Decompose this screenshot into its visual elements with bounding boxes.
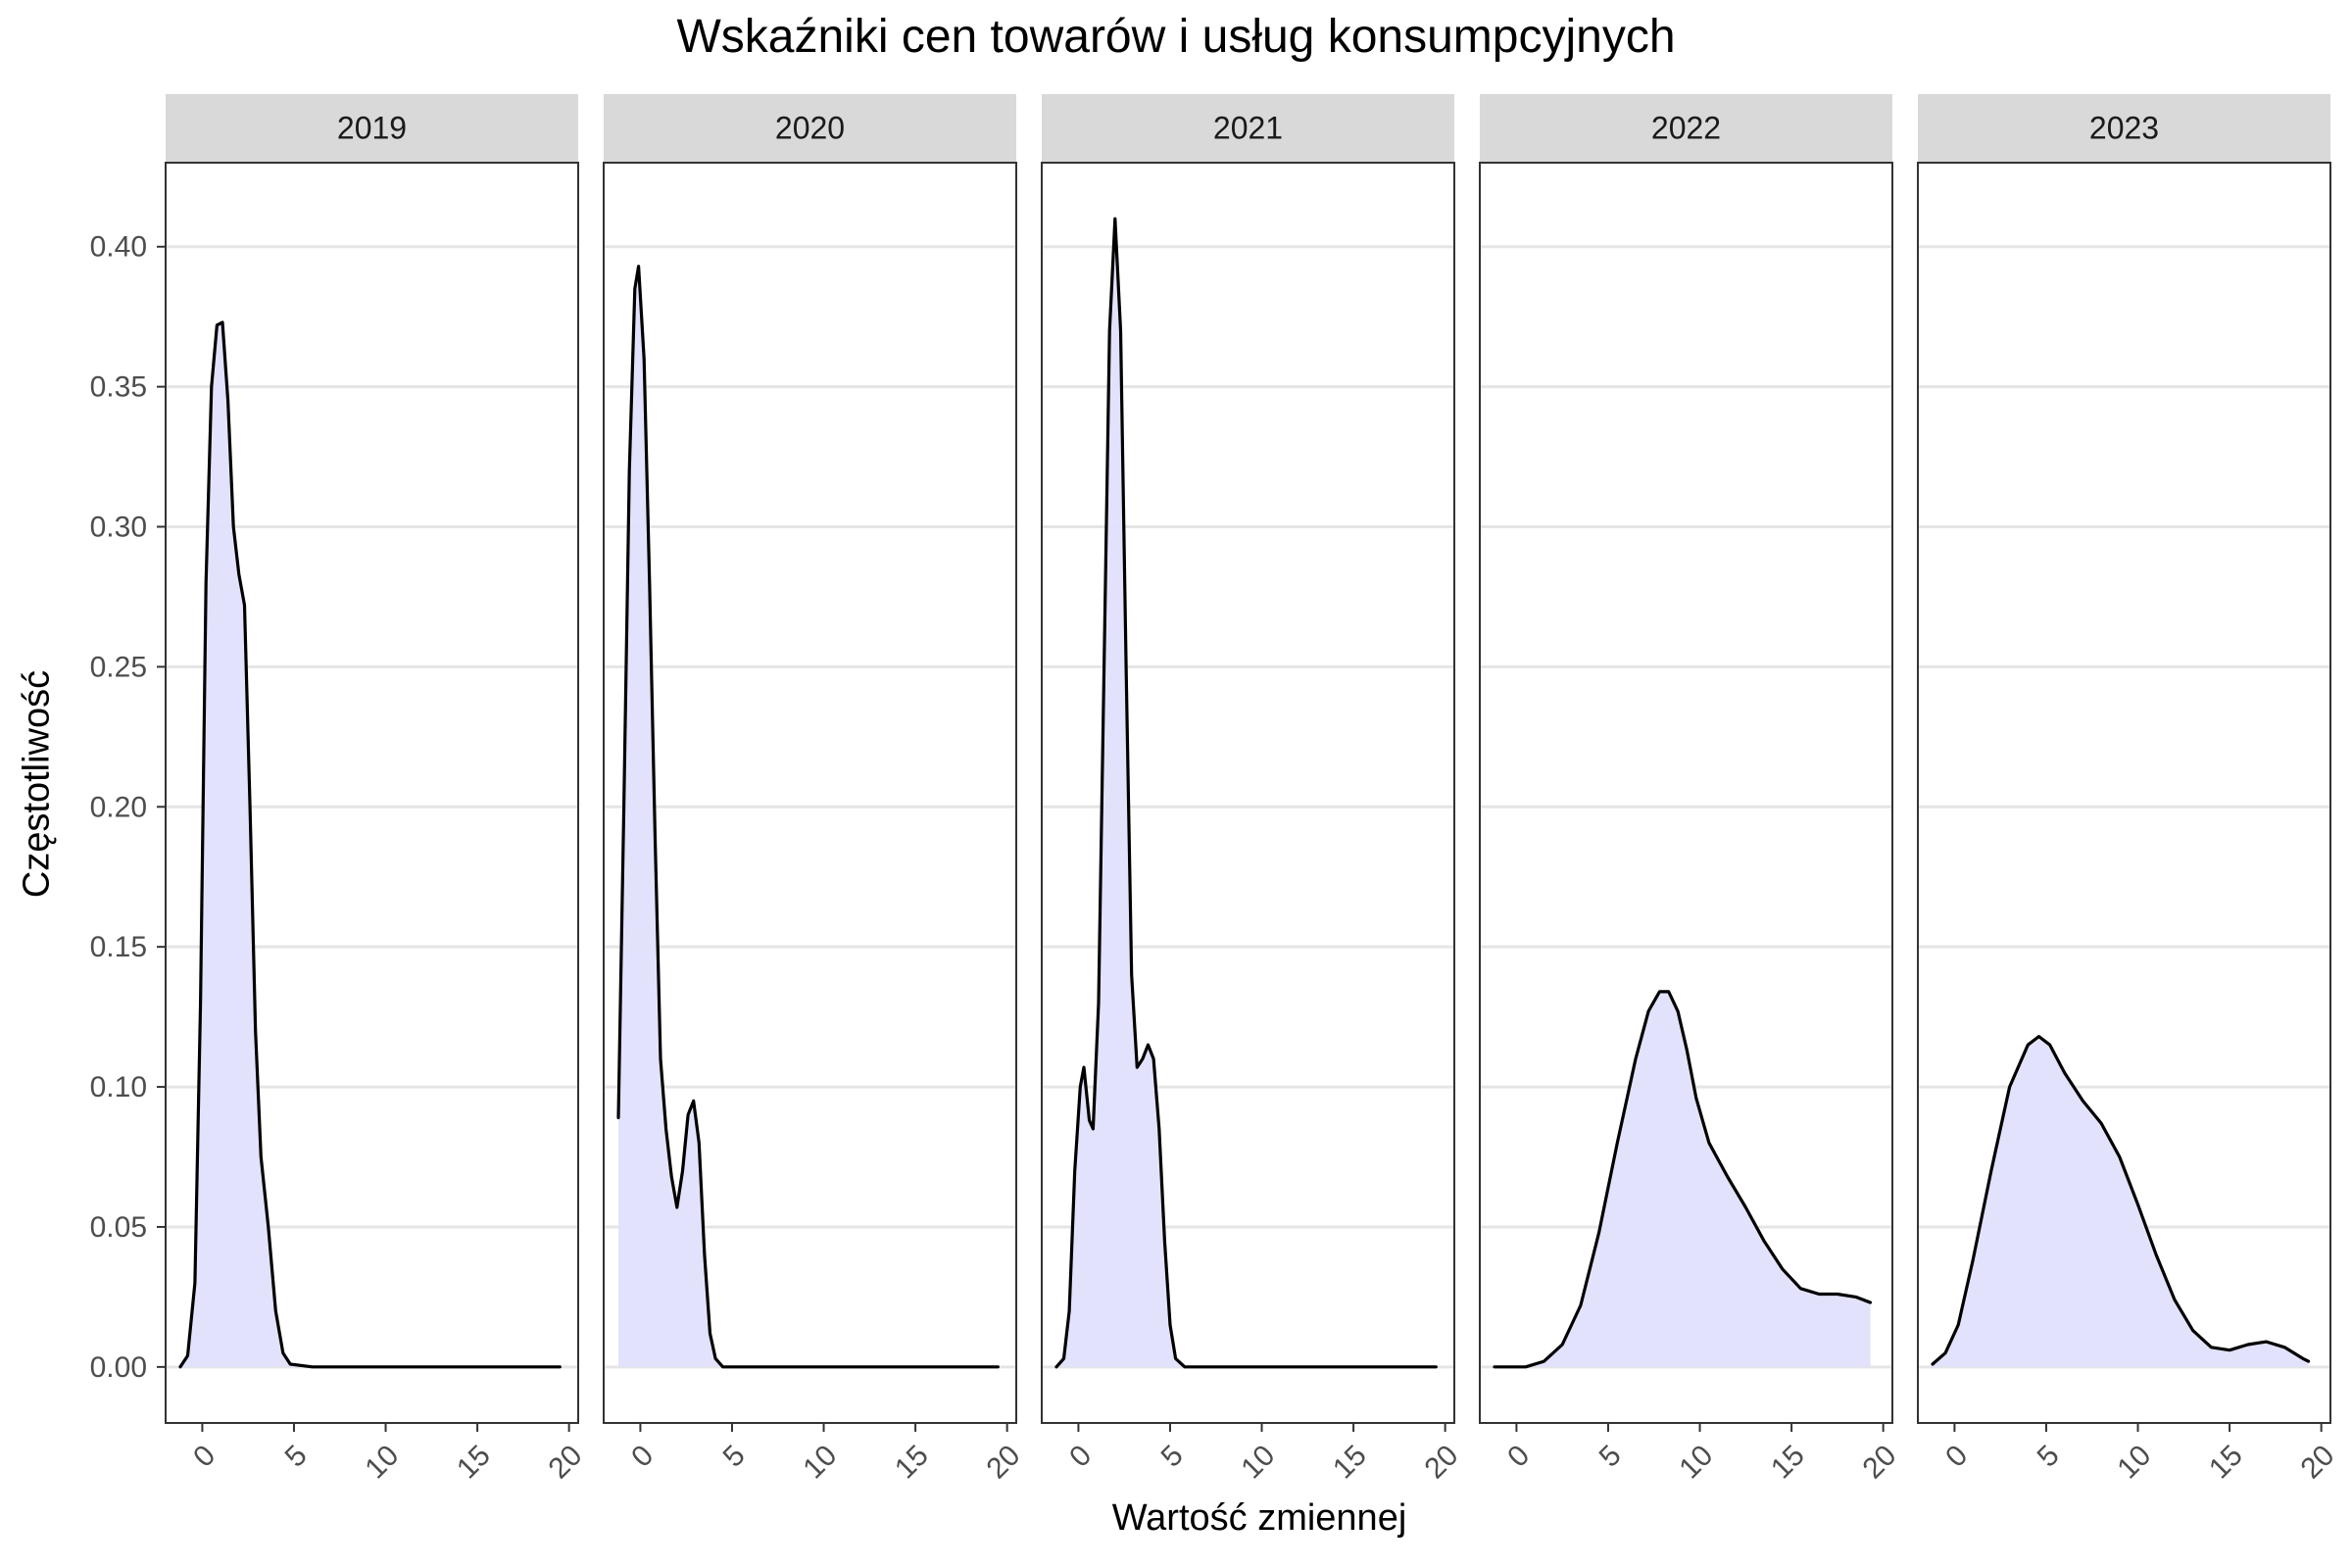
panel-strip xyxy=(1480,94,1892,162)
panel-strip xyxy=(1918,94,2330,162)
x-tick-label: 5 xyxy=(717,1439,752,1473)
density-area xyxy=(618,266,999,1367)
x-tick-label: 0 xyxy=(625,1439,660,1473)
x-tick-label: 20 xyxy=(543,1439,589,1485)
panel-strip-label: 2019 xyxy=(337,111,407,146)
density-line xyxy=(616,265,1000,1369)
panel-strip-label: 2021 xyxy=(1213,111,1283,146)
panel-border xyxy=(603,162,1017,1424)
x-tick-label: 0 xyxy=(1939,1439,1974,1473)
panel-strip-label: 2020 xyxy=(775,111,845,146)
y-tick-label: 0.10 xyxy=(90,1071,147,1103)
y-tick-label: 0.05 xyxy=(90,1211,147,1244)
x-tick-label: 10 xyxy=(797,1439,843,1485)
density-line xyxy=(178,320,562,1369)
x-tick-label: 10 xyxy=(359,1439,405,1485)
density-area xyxy=(1494,991,1871,1367)
x-tick-label: 20 xyxy=(1419,1439,1465,1485)
panel-strip-label: 2022 xyxy=(1651,111,1721,146)
x-tick-label: 0 xyxy=(1501,1439,1536,1473)
y-tick-label: 0.25 xyxy=(90,651,147,683)
y-tick-label: 0.15 xyxy=(90,931,147,963)
x-tick-label: 10 xyxy=(1235,1439,1281,1485)
x-tick-label: 20 xyxy=(1857,1439,1903,1485)
x-tick-label: 5 xyxy=(1155,1439,1190,1473)
x-tick-label: 5 xyxy=(1593,1439,1628,1473)
panel-border xyxy=(1917,162,2331,1424)
x-tick-label: 15 xyxy=(1765,1439,1811,1485)
x-axis-label: Wartość zmiennej xyxy=(1111,1497,1407,1539)
x-tick-label: 15 xyxy=(451,1439,497,1485)
x-tick-label: 15 xyxy=(1327,1439,1373,1485)
density-line xyxy=(1054,217,1438,1369)
panel-border xyxy=(1479,162,1893,1424)
x-tick-label: 15 xyxy=(889,1439,935,1485)
x-tick-label: 15 xyxy=(2203,1439,2249,1485)
x-tick-label: 0 xyxy=(1063,1439,1098,1473)
y-axis-label: Częstotliwość xyxy=(16,669,58,899)
x-tick-label: 10 xyxy=(2111,1439,2157,1485)
y-tick-label: 0.00 xyxy=(90,1351,147,1384)
panel-strip xyxy=(1042,94,1454,162)
y-tick-label: 0.40 xyxy=(90,231,147,264)
density-area xyxy=(1933,1036,2309,1367)
y-tick-label: 0.20 xyxy=(90,791,147,823)
density-line xyxy=(1931,1035,2311,1366)
density-area xyxy=(180,321,561,1367)
panel-border xyxy=(1041,162,1455,1424)
panel-strip xyxy=(604,94,1016,162)
x-tick-label: 10 xyxy=(1673,1439,1719,1485)
density-line xyxy=(1493,990,1873,1369)
x-tick-label: 20 xyxy=(2295,1439,2341,1485)
y-tick-label: 0.35 xyxy=(90,371,147,404)
x-tick-label: 5 xyxy=(279,1439,314,1473)
panel-strip-label: 2023 xyxy=(2089,111,2159,146)
y-tick-label: 0.30 xyxy=(90,512,147,544)
x-tick-label: 5 xyxy=(2032,1439,2066,1473)
density-area xyxy=(1056,219,1437,1367)
panel-border xyxy=(165,162,579,1424)
x-tick-label: 0 xyxy=(187,1439,221,1473)
x-tick-label: 20 xyxy=(981,1439,1027,1485)
chart-title: Wskaźniki cen towarów i usług konsumpcyj… xyxy=(676,11,1676,63)
panel-strip xyxy=(166,94,578,162)
